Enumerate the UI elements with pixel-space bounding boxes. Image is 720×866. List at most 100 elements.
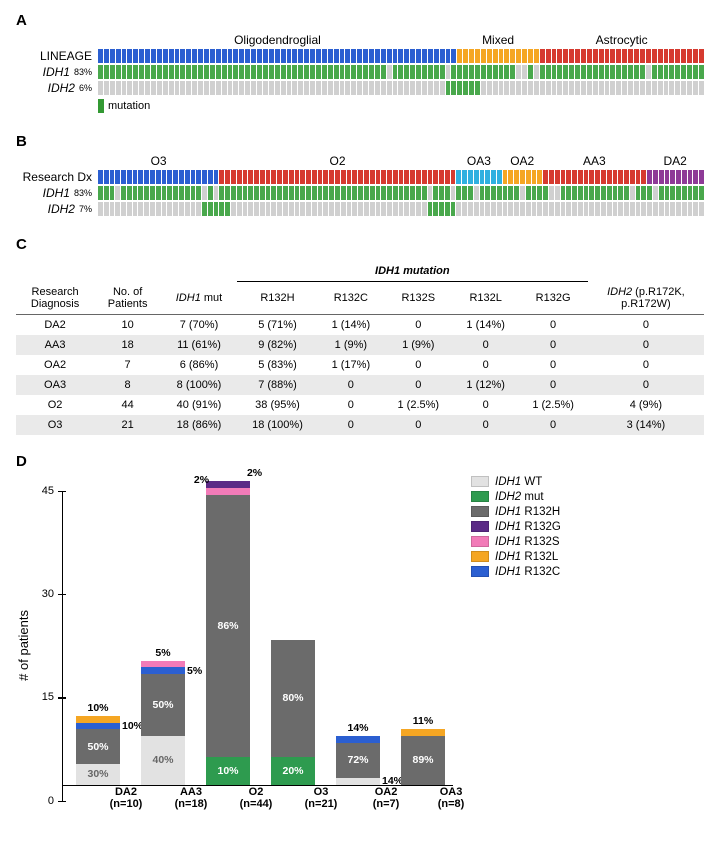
track-pct: 83% (74, 188, 92, 198)
dx-cell (433, 170, 438, 184)
mutation-cell (681, 65, 686, 79)
lineage-cell (104, 49, 109, 63)
bar-group: 20%80% (271, 640, 315, 785)
dx-cell (474, 170, 479, 184)
bar-segment (336, 778, 380, 785)
dx-cell (618, 170, 623, 184)
mutation-cell (422, 186, 427, 200)
mutation-cell (304, 81, 309, 95)
mutation-cell (474, 202, 479, 216)
mutation-cell (416, 81, 421, 95)
mutation-cell (239, 65, 244, 79)
legend-swatch-mutation (98, 99, 104, 113)
dx-cell (613, 170, 618, 184)
mutation-cell (653, 202, 658, 216)
mutation-cell (173, 202, 178, 216)
mutation-cell (526, 186, 531, 200)
mutation-cell (528, 81, 533, 95)
lineage-cell (316, 49, 321, 63)
mutation-cell (569, 81, 574, 95)
table-cell: 10 (94, 314, 161, 335)
mutation-cell (699, 65, 704, 79)
mutation-cell (204, 65, 209, 79)
mutation-cell (144, 186, 149, 200)
mutation-cell (375, 65, 380, 79)
mutation-cell (162, 186, 167, 200)
mutation-cell (480, 202, 485, 216)
mutation-cell (636, 186, 641, 200)
mutation-cell (156, 202, 161, 216)
dx-cell (231, 170, 236, 184)
mutation-cell (587, 81, 592, 95)
lineage-cell (581, 49, 586, 63)
dx-cell (225, 170, 230, 184)
dx-cell (543, 170, 548, 184)
lineage-cell (658, 49, 663, 63)
mutation-cell (289, 186, 294, 200)
mutation-cell (410, 81, 415, 95)
lineage-cell (233, 49, 238, 63)
mutation-cell (185, 186, 190, 200)
table-cell: 18 (100%) (237, 415, 318, 435)
mutation-cell (198, 65, 203, 79)
mutation-cell (561, 186, 566, 200)
lineage-cell (504, 49, 509, 63)
legend-item: IDH1 WT (471, 476, 561, 488)
mutation-cell (566, 202, 571, 216)
mutation-cell (216, 81, 221, 95)
dx-cell (138, 170, 143, 184)
mutation-cell (628, 65, 633, 79)
bar-group: 89%11% (401, 729, 445, 784)
mutation-cell (98, 65, 103, 79)
mutation-cell (605, 81, 610, 95)
lineage-cell (369, 49, 374, 63)
table-cell: 7 (94, 355, 161, 375)
mutation-cell (381, 202, 386, 216)
mutation-cell (439, 202, 444, 216)
mutation-cell (693, 81, 698, 95)
y-tick-label: 45 (42, 485, 54, 497)
mutation-cell (532, 202, 537, 216)
table-row: DA2107 (70%)5 (71%)1 (14%)01 (14%)00 (16, 314, 704, 335)
mutation-cell (257, 81, 262, 95)
mutation-cell (163, 65, 168, 79)
table-cell: 0 (384, 415, 453, 435)
mutation-cell (219, 186, 224, 200)
mutation-cell (601, 186, 606, 200)
dx-cell (358, 170, 363, 184)
bar-segment-label: 2% (247, 467, 262, 479)
mutation-cell (398, 65, 403, 79)
mutation-cell (369, 65, 374, 79)
dx-cell (289, 170, 294, 184)
research-dx-group-label: AA3 (542, 154, 646, 168)
lineage-cell (669, 49, 674, 63)
dx-cell (422, 170, 427, 184)
mutation-cell (475, 81, 480, 95)
table-cell: 21 (94, 415, 161, 435)
mutation-cell (358, 186, 363, 200)
lineage-cell (245, 49, 250, 63)
dx-cell (404, 170, 409, 184)
mutation-cell (204, 81, 209, 95)
mutation-cell (179, 186, 184, 200)
dx-cell (439, 170, 444, 184)
mutation-cell (110, 65, 115, 79)
mutation-cell (245, 81, 250, 95)
table-header: IDH2 (p.R172K,p.R172W) (588, 282, 704, 315)
dx-cell (110, 170, 115, 184)
dx-cell (416, 170, 421, 184)
dx-cell (468, 170, 473, 184)
dx-cell (532, 170, 537, 184)
dx-cell (699, 170, 704, 184)
mutation-cell (381, 81, 386, 95)
table-header: R132G (518, 282, 587, 315)
mutation-cell (281, 81, 286, 95)
mutation-cell (630, 186, 635, 200)
mutation-cell (669, 81, 674, 95)
mutation-cell (628, 81, 633, 95)
mutation-cell (98, 81, 103, 95)
mutation-cell (216, 65, 221, 79)
table-cell: 0 (384, 375, 453, 395)
bar-segment (76, 723, 120, 730)
track-label: LINEAGE (40, 49, 92, 63)
